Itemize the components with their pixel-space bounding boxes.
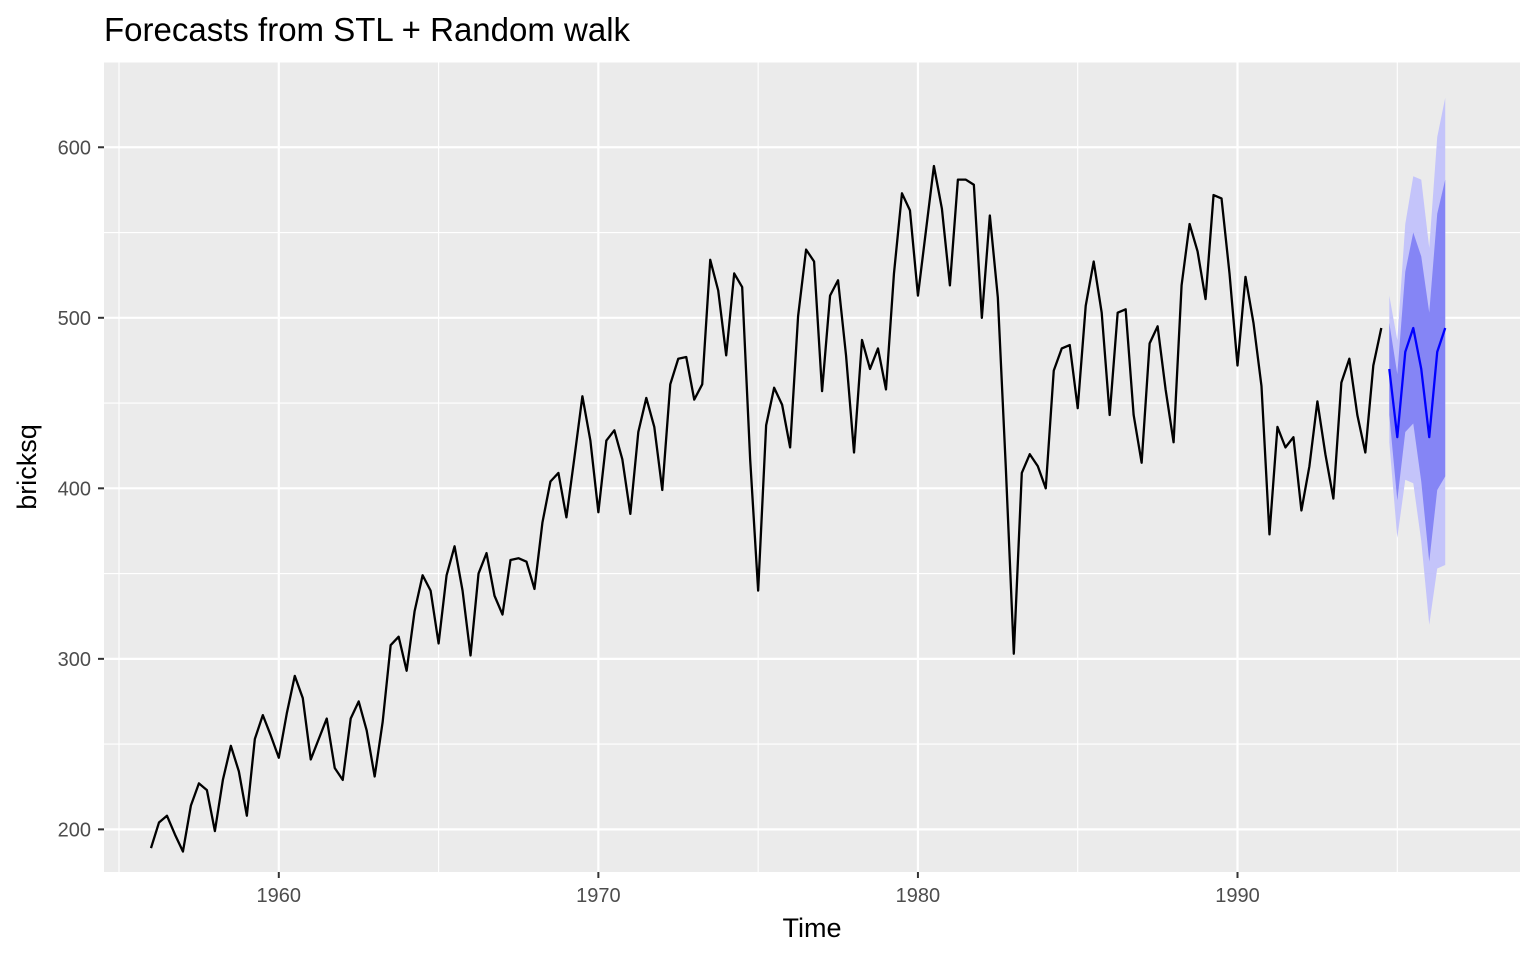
y-tick-label: 400 — [58, 478, 91, 500]
x-axis: 1960 1970 1980 1990 — [257, 872, 1260, 907]
major-gridlines — [104, 62, 1520, 872]
y-tick-label: 500 — [58, 308, 91, 330]
y-tick-label: 300 — [58, 649, 91, 671]
x-tick-label: 1970 — [576, 885, 621, 907]
pi80-band — [1389, 179, 1446, 562]
forecast-mean-line — [1388, 326, 1447, 439]
y-axis-title: bricksq — [12, 424, 42, 510]
x-tick-label: 1960 — [257, 885, 302, 907]
x-tick-label: 1990 — [1215, 885, 1260, 907]
y-tick-label: 200 — [58, 819, 91, 841]
observed-series-line — [149, 164, 1383, 853]
plot-panel — [104, 62, 1520, 872]
y-tick-label: 600 — [58, 137, 91, 159]
x-axis-title: Time — [783, 913, 842, 943]
prediction-intervals — [1389, 97, 1446, 625]
chart-title: Forecasts from STL + Random walk — [104, 11, 631, 48]
x-tick-label: 1980 — [896, 885, 941, 907]
series-lines — [149, 164, 1447, 853]
y-axis: 200 300 400 500 600 — [58, 137, 104, 841]
